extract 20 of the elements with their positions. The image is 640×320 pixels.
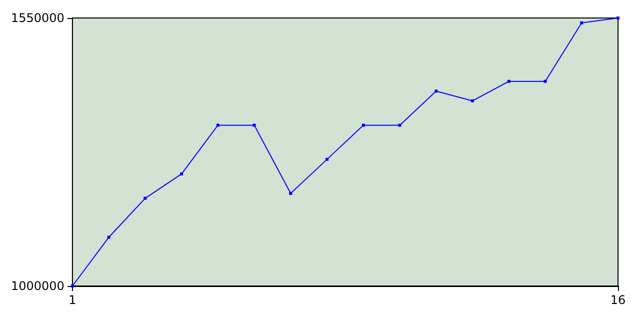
point (289, 192, 292, 195)
point (216, 124, 220, 127)
point (434, 90, 438, 93)
point (398, 124, 402, 127)
point (544, 80, 547, 83)
point (180, 172, 184, 176)
point (252, 124, 256, 127)
point (362, 124, 365, 127)
x-tick-label: 16 (610, 293, 626, 307)
x-tick-label: 1 (68, 293, 76, 307)
point (326, 158, 329, 161)
point (70, 284, 74, 288)
point (107, 236, 110, 239)
line-series (70, 16, 620, 288)
point (507, 80, 510, 83)
y-tick-label: 1550000 (10, 11, 64, 25)
point (580, 21, 584, 24)
point (471, 99, 474, 102)
y-tick-label: 1000000 (10, 279, 64, 293)
point (144, 196, 147, 200)
